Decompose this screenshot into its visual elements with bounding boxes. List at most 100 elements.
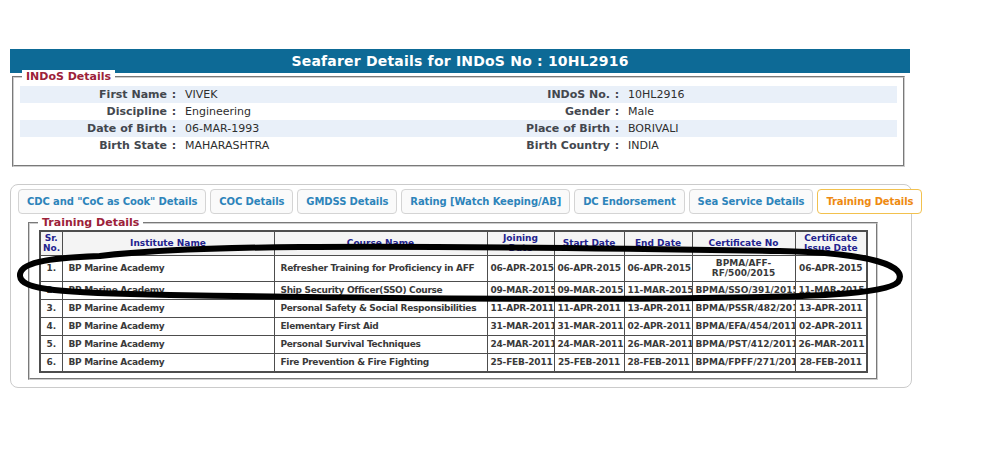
indos-row: Date of Birth : 06-MAR-1993 Place of Bir… — [20, 120, 897, 137]
cell-end-date: 13-APR-2011 — [624, 300, 692, 318]
cell-sr-no: 5. — [40, 336, 62, 354]
indos-details-legend: INDoS Details — [22, 70, 115, 83]
cell-certificate-no: BPMA/AFF-RF/500/2015 — [692, 255, 795, 282]
field-value-indos-no: 10HL2916 — [624, 88, 897, 101]
training-table-header-row: Sr. No. Institute Name Course Name Joini… — [40, 231, 867, 255]
label-separator: : — [167, 139, 181, 152]
label-separator: : — [167, 88, 181, 101]
cell-end-date: 11-MAR-2015 — [624, 282, 692, 300]
cell-start-date: 09-MAR-2015 — [554, 282, 624, 300]
cell-course: Elementary First Aid — [274, 318, 487, 336]
cell-certificate-issue-date: 11-MAR-2015 — [795, 282, 867, 300]
cell-sr-no: 3. — [40, 300, 62, 318]
cell-institute: BP Marine Academy — [62, 255, 274, 282]
field-label-gender: Gender — [452, 105, 610, 118]
label-separator: : — [167, 122, 181, 135]
col-header-sr-no: Sr. No. — [40, 231, 62, 255]
field-label-birth-state: Birth State — [20, 139, 167, 152]
field-label-first-name: First Name — [20, 88, 167, 101]
cell-institute: BP Marine Academy — [62, 354, 274, 372]
indos-details-grid: First Name : VIVEK INDoS No. : 10HL2916 … — [20, 86, 897, 154]
cell-joining-date: 09-MAR-2015 — [487, 282, 554, 300]
table-row: 3. BP Marine Academy Personal Safety & S… — [40, 300, 867, 318]
label-separator: : — [610, 122, 624, 135]
field-label-birth-country: Birth Country — [452, 139, 610, 152]
col-header-joining-date: Joining Date — [487, 231, 554, 255]
table-row: 4. BP Marine Academy Elementary First Ai… — [40, 318, 867, 336]
col-header-certificate-no: Certificate No — [692, 231, 795, 255]
tab-sea-service-details[interactable]: Sea Service Details — [689, 189, 814, 214]
table-row: 2. BP Marine Academy Ship Security Offic… — [40, 282, 867, 300]
cell-sr-no: 4. — [40, 318, 62, 336]
cell-certificate-no: BPMA/PST/412/2011 — [692, 336, 795, 354]
col-header-start-date: Start Date — [554, 231, 624, 255]
cell-joining-date: 06-APR-2015 — [487, 255, 554, 282]
tab-rating-watch-keeping-ab[interactable]: Rating [Watch Keeping/AB] — [401, 189, 570, 214]
indos-row: Discipline : Engineering Gender : Male — [20, 103, 897, 120]
details-tab-panel: CDC and "CoC as Cook" Details COC Detail… — [10, 184, 912, 388]
cell-institute: BP Marine Academy — [62, 336, 274, 354]
cell-certificate-issue-date: 06-APR-2015 — [795, 255, 867, 282]
cell-certificate-no: BPMA/EFA/454/2011 — [692, 318, 795, 336]
cell-sr-no: 1. — [40, 255, 62, 282]
label-separator: : — [610, 88, 624, 101]
field-label-place-of-birth: Place of Birth — [452, 122, 610, 135]
tab-training-details[interactable]: Training Details — [817, 189, 922, 214]
field-value-birth-country: INDIA — [624, 139, 897, 152]
cell-start-date: 11-APR-2011 — [554, 300, 624, 318]
cell-course: Refresher Training for Proficiency in AF… — [274, 255, 487, 282]
field-label-date-of-birth: Date of Birth — [20, 122, 167, 135]
cell-start-date: 25-FEB-2011 — [554, 354, 624, 372]
indos-details-section: INDoS Details First Name : VIVEK INDoS N… — [12, 76, 905, 167]
cell-certificate-no: BPMA/SSO/391/2015 — [692, 282, 795, 300]
table-row: 6. BP Marine Academy Fire Prevention & F… — [40, 354, 867, 372]
col-header-course-name: Course Name — [274, 231, 487, 255]
cell-start-date: 24-MAR-2011 — [554, 336, 624, 354]
col-header-end-date: End Date — [624, 231, 692, 255]
label-separator: : — [610, 105, 624, 118]
cell-joining-date: 11-APR-2011 — [487, 300, 554, 318]
cell-end-date: 26-MAR-2011 — [624, 336, 692, 354]
tab-dc-endorsement[interactable]: DC Endorsement — [574, 189, 684, 214]
cell-certificate-issue-date: 02-APR-2011 — [795, 318, 867, 336]
cell-start-date: 31-MAR-2011 — [554, 318, 624, 336]
cell-course: Ship Security Officer(SSO) Course — [274, 282, 487, 300]
tab-cdc-coc-as-cook-details[interactable]: CDC and "CoC as Cook" Details — [18, 189, 206, 214]
page-title: Seafarer Details for INDoS No : 10HL2916 — [291, 53, 628, 69]
indos-row: Birth State : MAHARASHTRA Birth Country … — [20, 137, 897, 154]
cell-sr-no: 2. — [40, 282, 62, 300]
field-value-date-of-birth: 06-MAR-1993 — [181, 122, 452, 135]
indos-row: First Name : VIVEK INDoS No. : 10HL2916 — [20, 86, 897, 103]
cell-end-date: 28-FEB-2011 — [624, 354, 692, 372]
training-table: Sr. No. Institute Name Course Name Joini… — [39, 230, 868, 373]
cell-certificate-no: BPMA/PSSR/482/2011 — [692, 300, 795, 318]
cell-end-date: 02-APR-2011 — [624, 318, 692, 336]
cell-institute: BP Marine Academy — [62, 282, 274, 300]
label-separator: : — [167, 105, 181, 118]
tab-bar: CDC and "CoC as Cook" Details COC Detail… — [18, 189, 922, 214]
cell-certificate-issue-date: 28-FEB-2011 — [795, 354, 867, 372]
col-header-institute-name: Institute Name — [62, 231, 274, 255]
cell-end-date: 06-APR-2015 — [624, 255, 692, 282]
page: Seafarer Details for INDoS No : 10HL2916… — [0, 0, 986, 470]
cell-course: Fire Prevention & Fire Fighting — [274, 354, 487, 372]
tab-gmdss-details[interactable]: GMDSS Details — [297, 189, 397, 214]
training-details-legend: Training Details — [38, 216, 143, 229]
col-header-certificate-issue-date: Certificate Issue Date — [795, 231, 867, 255]
tab-coc-details[interactable]: COC Details — [210, 189, 293, 214]
training-details-section: Training Details Sr. No. Institute Name … — [28, 222, 878, 380]
cell-institute: BP Marine Academy — [62, 318, 274, 336]
field-label-discipline: Discipline — [20, 105, 167, 118]
label-separator: : — [610, 139, 624, 152]
page-title-bar: Seafarer Details for INDoS No : 10HL2916 — [10, 49, 910, 73]
table-row: 5. BP Marine Academy Personal Survival T… — [40, 336, 867, 354]
table-row: 1. BP Marine Academy Refresher Training … — [40, 255, 867, 282]
cell-sr-no: 6. — [40, 354, 62, 372]
cell-certificate-issue-date: 26-MAR-2011 — [795, 336, 867, 354]
field-value-gender: Male — [624, 105, 897, 118]
cell-joining-date: 31-MAR-2011 — [487, 318, 554, 336]
field-label-indos-no: INDoS No. — [452, 88, 610, 101]
cell-start-date: 06-APR-2015 — [554, 255, 624, 282]
cell-joining-date: 24-MAR-2011 — [487, 336, 554, 354]
cell-course: Personal Survival Techniques — [274, 336, 487, 354]
